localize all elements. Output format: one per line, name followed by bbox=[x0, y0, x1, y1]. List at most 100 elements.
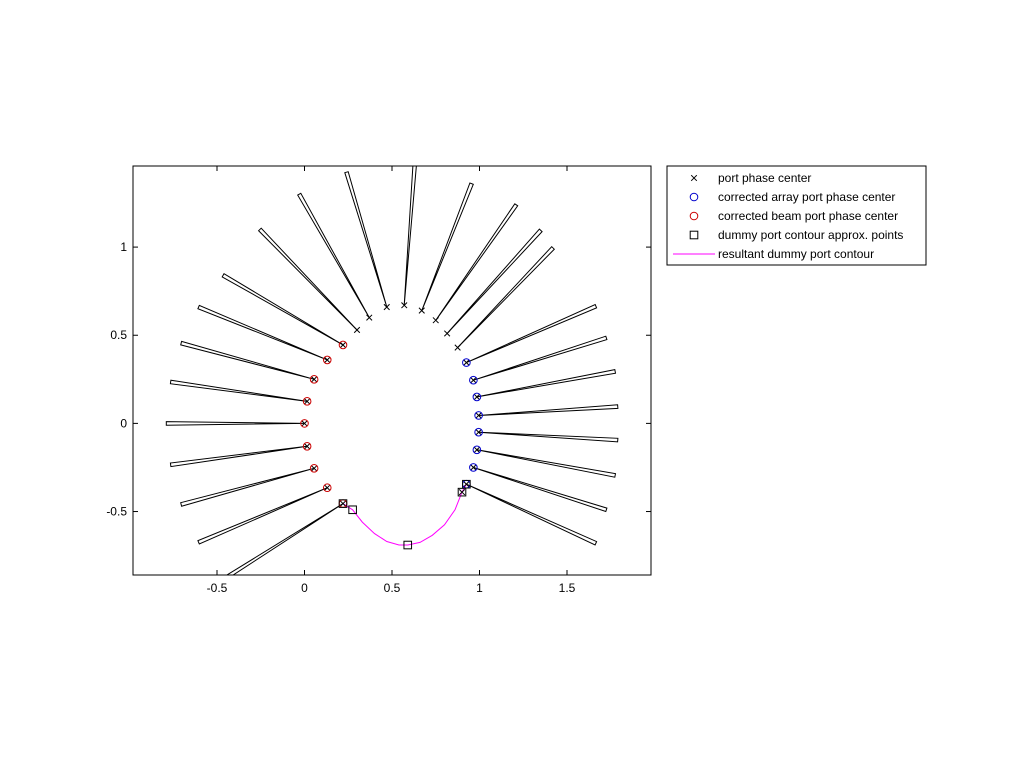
horn-outline-21 bbox=[478, 404, 619, 416]
port-phase-center-point-20-stroke-b bbox=[473, 393, 481, 401]
port-phase-center-point-2 bbox=[324, 484, 331, 491]
horn-outline-10 bbox=[257, 227, 358, 331]
corrected-array-port-phase-center-point-7 bbox=[469, 463, 478, 472]
port-phase-center-point-21 bbox=[475, 412, 482, 419]
dummy-port-contour-approx-points-point-2 bbox=[348, 505, 357, 515]
legend-swatch-x-stroke-b bbox=[690, 174, 698, 182]
horn-outline-16 bbox=[446, 228, 543, 334]
x-tick-label-5: 1.5 bbox=[559, 581, 576, 595]
dummy-port-contour-approx-points-point-3 bbox=[403, 540, 413, 550]
corrected-beam-port-phase-center-point-6 bbox=[302, 442, 312, 451]
port-phase-center-point-13-stroke-b bbox=[401, 302, 408, 309]
horn-outline-25 bbox=[466, 483, 598, 546]
port-phase-center-point-1 bbox=[339, 500, 347, 507]
series-line-dummy-port-contour bbox=[342, 483, 467, 546]
port-phase-center-point-4 bbox=[303, 443, 311, 450]
legend-label: corrected array port phase center bbox=[718, 190, 895, 204]
port-phase-center-point-20 bbox=[473, 393, 481, 401]
port-phase-center-point-19-stroke-b bbox=[470, 377, 477, 384]
data-series bbox=[300, 302, 483, 550]
series-port-phase-center bbox=[301, 302, 482, 507]
port-phase-center-point-6-stroke-b bbox=[303, 398, 311, 405]
corrected-beam-port-phase-center-point-1 bbox=[338, 340, 348, 350]
y-tick-label-2: 0 bbox=[120, 416, 127, 430]
legend-entry-resultant-dummy-port-contour: resultant dummy port contour bbox=[673, 247, 874, 261]
port-phase-center-point-9 bbox=[339, 341, 347, 349]
horn-outline-20 bbox=[476, 369, 617, 398]
port-phase-center-point-11 bbox=[366, 314, 373, 321]
horn-outline-14 bbox=[421, 182, 474, 311]
legend: port phase center corrected array port ph… bbox=[666, 165, 927, 266]
port-phase-center-point-7 bbox=[310, 376, 318, 383]
legend-swatch-square bbox=[689, 230, 699, 240]
port-phase-center-point-12 bbox=[383, 303, 390, 311]
port-phase-center-point-25-stroke-b bbox=[463, 481, 470, 488]
x-tick-label-1: -0.5 bbox=[207, 581, 228, 595]
port-phase-center-point-11-stroke-b bbox=[366, 314, 373, 321]
corrected-array-port-phase-center-point-2 bbox=[469, 375, 478, 385]
legend-entry-corrected-beam-port-phase-center: corrected beam port phase center bbox=[689, 209, 898, 223]
horn-outline-19 bbox=[473, 335, 608, 381]
port-phase-center-point-12-stroke-b bbox=[383, 303, 390, 311]
legend-entry-dummy-port-contour-approx-points: dummy port contour approx. points bbox=[689, 228, 903, 242]
port-phase-center-point-24 bbox=[470, 464, 477, 471]
port-phase-center-point-3-stroke-b bbox=[310, 465, 318, 472]
port-phase-center-point-22 bbox=[475, 429, 482, 436]
dummy-port-contour-approx-points-point-4 bbox=[457, 487, 467, 497]
y-tick-label-1: -0.5 bbox=[106, 505, 127, 519]
port-phase-center-point-3 bbox=[310, 465, 318, 472]
horn-outlines bbox=[165, 166, 619, 575]
horn-outline-8 bbox=[197, 304, 328, 361]
legend-box bbox=[666, 165, 927, 266]
corrected-beam-port-phase-center-point-3 bbox=[309, 375, 319, 384]
corrected-array-port-phase-center-point-3 bbox=[472, 392, 482, 402]
port-phase-center-point-10 bbox=[353, 326, 361, 334]
dummy-port-contour-approx-points-point-5 bbox=[462, 479, 471, 489]
port-phase-center-point-26 bbox=[458, 488, 466, 496]
horn-outline-5 bbox=[165, 421, 305, 426]
horn-outline-24 bbox=[473, 467, 608, 513]
port-phase-center-point-22-stroke-b bbox=[475, 429, 482, 436]
legend-label: corrected beam port phase center bbox=[718, 209, 898, 223]
port-phase-center-point-8-stroke-b bbox=[324, 356, 331, 364]
y-tick-label-3: 0.5 bbox=[110, 328, 127, 342]
port-phase-center-point-5-stroke-b bbox=[301, 420, 308, 427]
port-phase-center-point-18 bbox=[463, 359, 470, 366]
series-dummy-port-contour-approx-points bbox=[338, 479, 471, 550]
port-phase-center-point-17-stroke-b bbox=[454, 344, 461, 351]
horn-outline-3 bbox=[180, 467, 315, 507]
corrected-beam-port-phase-center-point-2 bbox=[322, 355, 332, 365]
horn-outline-4 bbox=[169, 445, 308, 468]
port-phase-center-point-23-stroke-b bbox=[473, 446, 481, 453]
legend-entry-port-phase-center: port phase center bbox=[690, 171, 811, 185]
port-phase-center-point-16 bbox=[443, 330, 451, 337]
dummy-port-contour-approx-points-point-1 bbox=[338, 499, 348, 508]
horn-outline-17 bbox=[457, 245, 556, 348]
corrected-array-port-phase-center-point-1 bbox=[462, 358, 471, 367]
legend-label: dummy port contour approx. points bbox=[718, 228, 903, 242]
horn-outline-9 bbox=[221, 273, 344, 346]
port-phase-center-point-13 bbox=[401, 302, 408, 309]
port-phase-center-point-24-stroke-b bbox=[470, 464, 477, 471]
port-phase-center-point-14 bbox=[418, 307, 425, 314]
port-phase-center-point-19 bbox=[470, 377, 477, 384]
legend-label: resultant dummy port contour bbox=[718, 247, 874, 261]
horn-outline-18 bbox=[466, 303, 598, 364]
horn-outline-15 bbox=[435, 203, 519, 321]
port-phase-center-point-6 bbox=[303, 398, 311, 405]
x-tick-label-2: 0 bbox=[301, 581, 308, 595]
horn-outline-7 bbox=[180, 340, 315, 380]
port-phase-center-point-4-stroke-b bbox=[303, 443, 311, 450]
corrected-beam-port-phase-center-point-4 bbox=[302, 397, 312, 406]
port-phase-center-point-15 bbox=[432, 317, 439, 324]
port-phase-center-point-26-stroke-b bbox=[458, 488, 466, 496]
corrected-array-port-phase-center-point-5 bbox=[474, 427, 483, 437]
port-phase-center-point-23 bbox=[473, 446, 481, 453]
corrected-array-port-phase-center-point-6 bbox=[472, 445, 482, 455]
horn-outline-6 bbox=[169, 379, 308, 402]
port-phase-center-point-2-stroke-b bbox=[324, 484, 331, 491]
port-phase-center-point-1-stroke-b bbox=[339, 500, 347, 507]
corrected-beam-port-phase-center-point-7 bbox=[309, 464, 319, 473]
plot-area bbox=[133, 166, 651, 575]
